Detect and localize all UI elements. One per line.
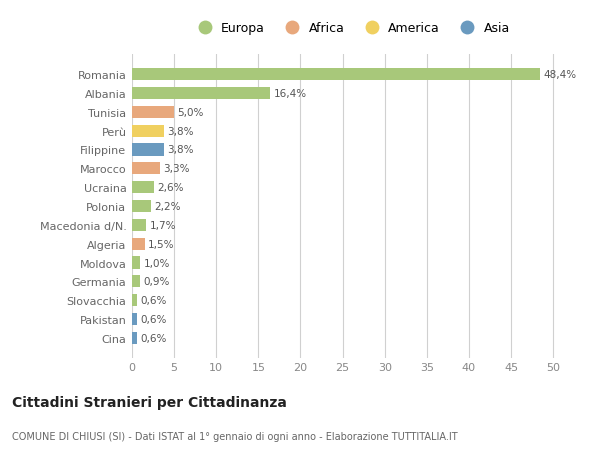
Text: 0,6%: 0,6% [140, 333, 167, 343]
Text: Cittadini Stranieri per Cittadinanza: Cittadini Stranieri per Cittadinanza [12, 395, 287, 409]
Text: 1,5%: 1,5% [148, 239, 175, 249]
Text: 3,8%: 3,8% [167, 145, 194, 155]
Text: 0,6%: 0,6% [140, 314, 167, 325]
Bar [132, 219, 146, 231]
Text: 48,4%: 48,4% [543, 70, 576, 80]
Bar [132, 294, 137, 307]
Text: 2,2%: 2,2% [154, 202, 181, 212]
Bar [132, 276, 140, 288]
Text: 1,0%: 1,0% [144, 258, 170, 268]
Bar [132, 332, 137, 344]
Text: 3,3%: 3,3% [163, 164, 190, 174]
Bar [132, 88, 270, 100]
Bar [132, 144, 164, 156]
Text: 16,4%: 16,4% [274, 89, 307, 99]
Text: 1,7%: 1,7% [149, 220, 176, 230]
Text: 2,6%: 2,6% [157, 183, 184, 193]
Bar [132, 257, 140, 269]
Bar [132, 313, 137, 325]
Text: 5,0%: 5,0% [178, 107, 204, 118]
Bar [132, 163, 160, 175]
Bar [132, 238, 145, 250]
Text: COMUNE DI CHIUSI (SI) - Dati ISTAT al 1° gennaio di ogni anno - Elaborazione TUT: COMUNE DI CHIUSI (SI) - Dati ISTAT al 1°… [12, 431, 458, 442]
Bar [132, 201, 151, 213]
Text: 3,8%: 3,8% [167, 126, 194, 136]
Text: 0,9%: 0,9% [143, 277, 169, 287]
Text: 0,6%: 0,6% [140, 296, 167, 306]
Bar [132, 125, 164, 137]
Legend: Europa, Africa, America, Asia: Europa, Africa, America, Asia [192, 22, 510, 35]
Bar [132, 106, 174, 119]
Bar [132, 182, 154, 194]
Bar [132, 69, 539, 81]
